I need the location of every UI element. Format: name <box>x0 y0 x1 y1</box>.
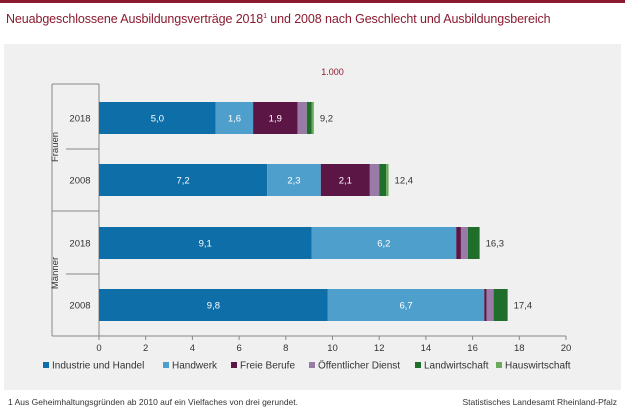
total-label: 16,3 <box>486 239 505 250</box>
legend-label: Hauswirtschaft <box>505 361 571 372</box>
total-label: 17,4 <box>514 301 533 312</box>
bar-segment <box>379 164 387 196</box>
source-note: Statistisches Landesamt Rheinland-Pfalz <box>462 397 618 407</box>
x-tick-label: 4 <box>190 343 195 354</box>
x-tick-label: 18 <box>514 343 525 354</box>
x-tick-label: 16 <box>467 343 478 354</box>
x-tick-label: 2 <box>143 343 148 354</box>
data-label: 1,9 <box>269 114 282 125</box>
legend-label: Öffentlicher Dienst <box>318 360 400 372</box>
bar-segment <box>320 164 370 196</box>
x-tick-label: 6 <box>236 343 241 354</box>
bar-segment <box>99 227 312 259</box>
data-label: 9,1 <box>199 239 212 250</box>
data-label: 2,1 <box>339 176 352 187</box>
group-label: Frauen <box>50 132 61 162</box>
x-tick-label: 14 <box>421 343 432 354</box>
x-tick-label: 0 <box>96 343 101 354</box>
category-label: 2018 <box>69 114 90 125</box>
x-tick-label: 10 <box>327 343 338 354</box>
bar-segment <box>369 164 380 196</box>
bar-segment <box>267 164 321 196</box>
legend-label: Industrie und Handel <box>52 361 144 372</box>
bar-segment <box>297 102 307 134</box>
group-label: Männer <box>50 257 61 289</box>
legend-swatch <box>231 362 237 368</box>
bar-segment <box>386 164 389 196</box>
x-tick-label: 8 <box>283 343 288 354</box>
bar-segment <box>493 289 508 321</box>
footnote: 1 Aus Geheimhaltungsgründen ab 2010 auf … <box>8 397 298 407</box>
unit-label: 1.000 <box>321 67 344 77</box>
legend-swatch <box>309 362 315 368</box>
bar-segment <box>486 289 494 321</box>
category-label: 2008 <box>69 301 90 312</box>
bar-segment <box>253 102 298 134</box>
bar-segment <box>456 227 461 259</box>
legend-label: Handwerk <box>172 361 218 372</box>
bar-segment <box>99 289 328 321</box>
legend-swatch <box>43 362 49 368</box>
legend-label: Freie Berufe <box>240 361 295 372</box>
data-label: 7,2 <box>176 176 189 187</box>
data-label: 6,2 <box>377 239 390 250</box>
x-tick-label: 12 <box>374 343 385 354</box>
category-label: 2018 <box>69 239 90 250</box>
x-tick-label: 20 <box>561 343 572 354</box>
bar-segment <box>99 164 268 196</box>
data-label: 5,0 <box>151 114 164 125</box>
total-label: 12,4 <box>395 176 414 187</box>
data-label: 6,7 <box>399 301 412 312</box>
bar-segment <box>460 227 468 259</box>
bar-segment <box>215 102 254 134</box>
chart-title: Neuabgeschlossene Ausbildungsverträge 20… <box>6 12 551 26</box>
total-label: 9,2 <box>320 114 333 125</box>
bar-segment <box>327 289 485 321</box>
bar-segment <box>311 227 457 259</box>
legend-swatch <box>415 362 421 368</box>
data-label: 9,8 <box>207 301 220 312</box>
legend-swatch <box>163 362 169 368</box>
legend-swatch <box>496 362 502 368</box>
chart-panel <box>4 44 621 390</box>
bar-segment <box>484 289 487 321</box>
data-label: 1,6 <box>228 114 241 125</box>
legend-label: Landwirtschaft <box>424 361 489 372</box>
bar-segment <box>467 227 480 259</box>
bar-segment <box>306 102 312 134</box>
data-label: 2,3 <box>287 176 300 187</box>
bar-segment <box>311 102 314 134</box>
bar-segment <box>99 102 216 134</box>
category-label: 2008 <box>69 176 90 187</box>
title-accent-line <box>0 0 625 3</box>
